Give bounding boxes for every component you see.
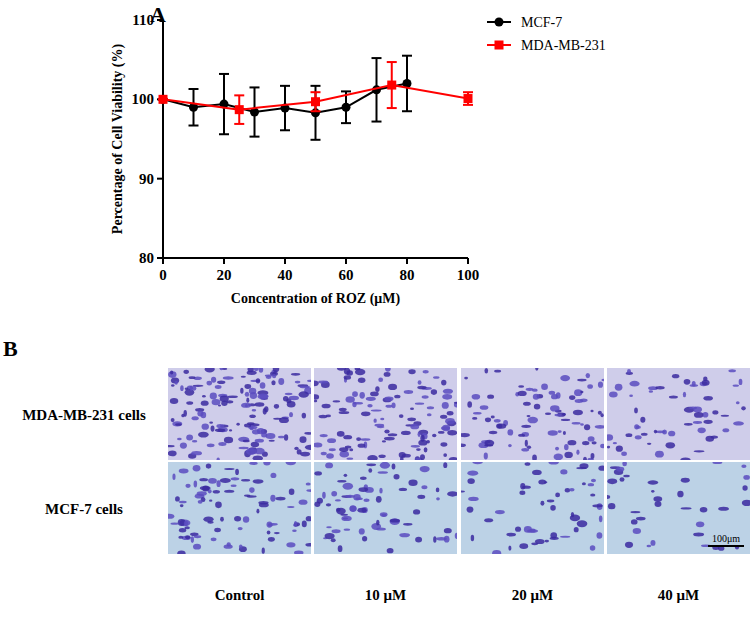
y-axis-line (162, 20, 164, 258)
micrograph (168, 368, 311, 460)
y-tick-label: 110 (132, 12, 154, 28)
x-tick-label: 40 (278, 267, 293, 283)
x-tick-label: 0 (159, 267, 167, 283)
scale-bar (708, 545, 744, 547)
row-label: MDA-MB-231 cells (22, 407, 146, 423)
row-label: MCF-7 cells (45, 501, 123, 517)
y-tick (157, 19, 163, 21)
micrograph (314, 368, 457, 460)
data-point (235, 105, 244, 114)
error-bar (250, 87, 260, 136)
x-tick (223, 258, 225, 264)
data-point (159, 95, 168, 104)
legend-marker (495, 41, 504, 50)
axes: 80 90 100 110 0 20 40 60 80 100 Concentration of R… (110, 12, 479, 307)
y-tick (157, 178, 163, 180)
series (158, 62, 473, 124)
micrograph (461, 462, 604, 554)
y-axis-label: Percentage of Cell Viability (%) (110, 44, 126, 235)
series (158, 56, 412, 140)
y-tick-label: 100 (132, 91, 155, 107)
data-point (342, 103, 351, 112)
x-tick-label: 60 (339, 267, 354, 283)
x-tick (345, 258, 347, 264)
micrograph (607, 462, 750, 554)
column-label: 20 μM (512, 587, 553, 603)
plot-area (158, 56, 473, 140)
column-label: 40 μM (658, 587, 699, 603)
error-bar (463, 92, 473, 105)
x-tick-label: 100 (457, 267, 480, 283)
data-point (159, 95, 168, 104)
error-bar (311, 92, 321, 111)
legend-label: MDA-MB-231 (521, 38, 606, 53)
figure: A8090100110020406080100Concentration of … (0, 0, 750, 626)
scale-bar-label: 100μm (712, 533, 740, 544)
data-point (464, 94, 473, 103)
x-tick-label: 20 (217, 267, 232, 283)
x-tick (406, 258, 408, 264)
micrograph (168, 462, 311, 554)
error-bar (280, 86, 290, 130)
panel-label: B (3, 336, 18, 361)
x-axis-label: Concentration of ROZ (μM) (231, 291, 401, 307)
data-point (311, 97, 320, 106)
error-bar (234, 95, 244, 124)
error-bar (402, 56, 412, 112)
micrograph (314, 462, 457, 554)
legend-marker (495, 18, 504, 27)
y-tick-label: 80 (139, 250, 154, 266)
column-label: 10 μM (365, 587, 406, 603)
x-tick-label: 80 (400, 267, 415, 283)
data-point (387, 81, 396, 90)
micrograph (607, 368, 750, 460)
error-bar (387, 62, 397, 108)
error-bar (189, 89, 199, 125)
error-bar (311, 86, 321, 140)
series-line (163, 85, 468, 110)
y-tick-label: 90 (139, 171, 154, 187)
legend-label: MCF-7 (521, 15, 562, 30)
error-bar (219, 74, 229, 134)
x-tick (467, 258, 469, 264)
x-tick (162, 258, 164, 264)
micrograph (461, 368, 604, 460)
legend: MCF-7 MDA-MB-231 (487, 15, 606, 53)
x-tick (284, 258, 286, 264)
x-axis-line (163, 257, 468, 259)
column-label: Control (215, 587, 265, 603)
